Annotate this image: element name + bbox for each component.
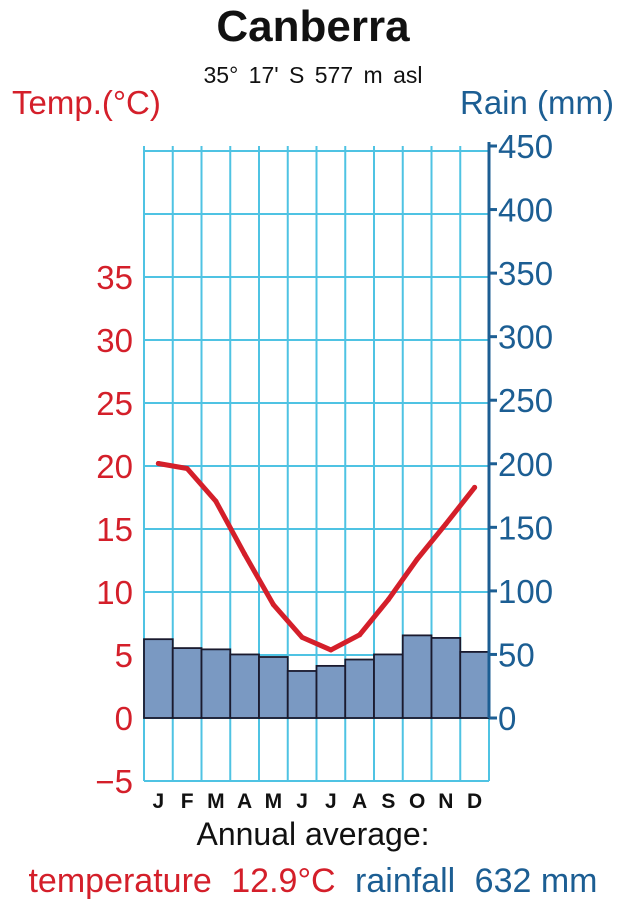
month-label: M [265,790,283,813]
rainfall-bar [459,651,490,719]
rainfall-bar [143,638,174,719]
rainfall-tick-label: 50 [498,636,535,673]
rainfall-tick-label: 400 [498,192,553,229]
temperature-point [357,632,363,638]
temperature-axis-label: Temp.(°C) [12,84,161,121]
month-label: O [409,790,425,813]
temperature-tick-label: 0 [115,700,133,737]
rainfall-bar [200,648,232,719]
temperature-tick-label: −5 [95,763,133,800]
rainfall-tick-label: 150 [498,509,553,546]
annual-rainfall-label: rainfall [355,862,456,900]
temperature-point [242,551,248,557]
annual-average-label: Annual average: [196,816,430,852]
temperature-point [213,498,219,504]
rainfall-tick-label: 300 [498,319,553,356]
temperature-tick-label: 20 [96,448,133,485]
temperature-line [155,460,478,653]
annual-temperature-value: 12.9°C [231,862,336,900]
rainfall-tick-label: 250 [498,382,553,419]
temperature-tick-label: 10 [96,574,133,611]
month-label: N [438,790,453,813]
rainfall-bar [430,637,462,719]
annual-average-values: temperature 12.9°C rainfall 632 mm [0,862,626,901]
temperature-point [299,634,305,640]
annual-rainfall-value: 632 mm [474,862,598,900]
location-subtitle: 35° 17' S 577 m asl [203,62,423,88]
month-label: F [181,790,194,813]
month-label: J [153,790,165,813]
temperature-tick-label: 30 [96,322,133,359]
temperature-point [414,556,420,562]
temperature-tick-label: 25 [96,385,133,422]
rainfall-tick-label: 0 [498,700,516,737]
rainfall-tick-label: 200 [498,446,553,483]
rainfall-tick-label: 450 [498,128,553,165]
rainfall-bar [171,647,203,719]
month-label: A [352,790,367,813]
month-label: M [207,790,225,813]
temperature-point [270,602,276,608]
month-label: A [237,790,252,813]
temperature-point [385,597,391,603]
temperature-point [184,466,190,472]
temperature-point [328,647,334,653]
rainfall-bar [229,653,260,719]
rainfall-tick-label: 350 [498,255,553,292]
chart-title: Canberra [216,2,410,51]
month-label: S [381,790,395,813]
rainfall-bar [315,664,347,719]
rainfall-bar [286,670,318,719]
annual-temperature-label: temperature [28,862,212,900]
month-label: J [325,790,337,813]
temperature-point [472,484,478,490]
temperature-tick-label: 15 [96,511,133,548]
month-label: J [296,790,308,813]
rainfall-bar [344,658,375,719]
rainfall-axis-label: Rain (mm) [460,84,614,121]
rainfall-bar [373,653,404,719]
rainfall-bar [258,656,289,719]
temperature-tick-label: 35 [96,259,133,296]
temperature-point [155,460,161,466]
temperature-point [443,521,449,527]
rainfall-bar [401,634,433,719]
rainfall-tick-label: 100 [498,573,553,610]
temperature-tick-label: 5 [115,637,133,674]
month-label: D [467,790,482,813]
